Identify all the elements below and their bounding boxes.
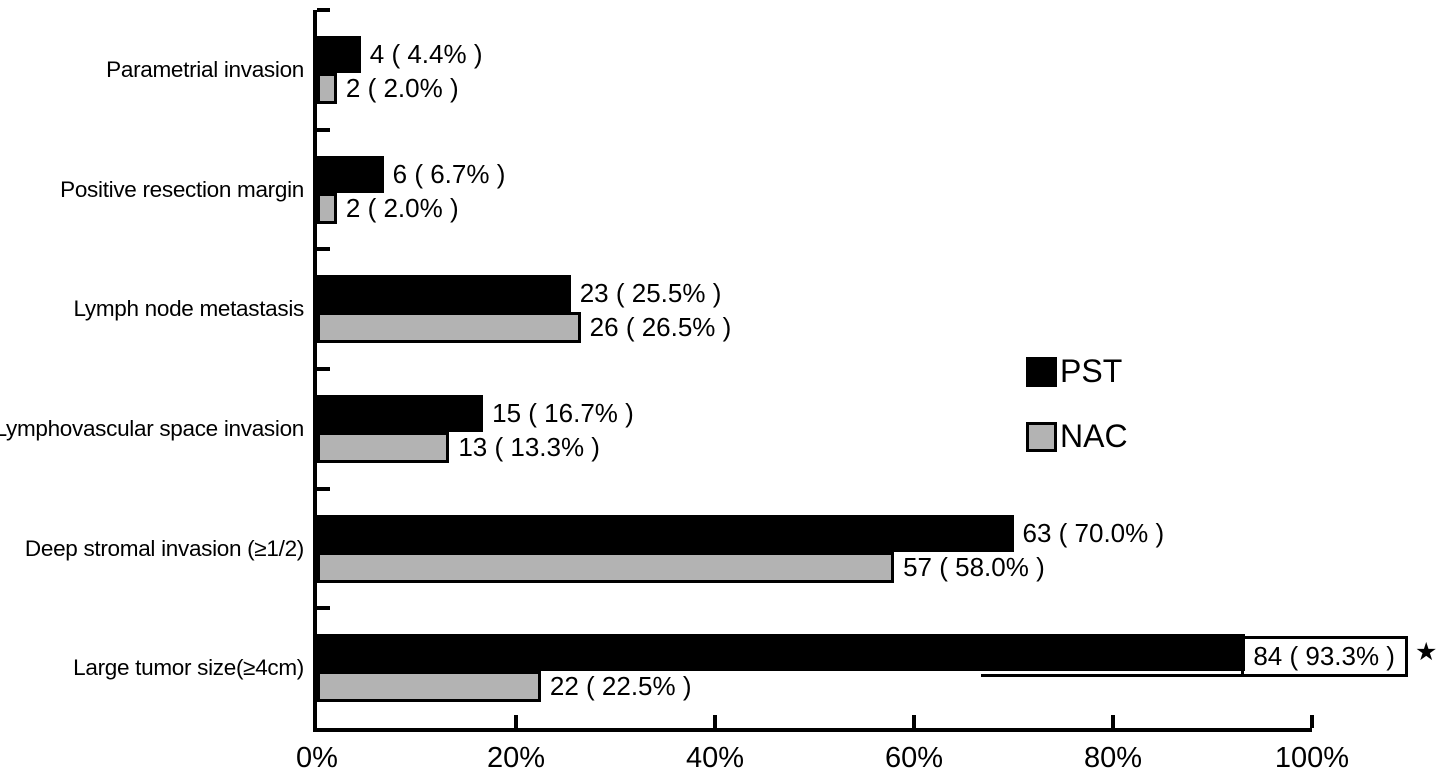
bar-row: 6 ( 6.7% )	[317, 155, 1312, 193]
nac-bar	[317, 192, 337, 224]
legend-label-pst: PST	[1060, 353, 1123, 389]
x-tick-label: 60%	[884, 742, 944, 774]
legend-swatch-nac	[1026, 421, 1057, 452]
y-tick	[317, 367, 330, 371]
category-label: Deep stromal invasion (≥1/2)	[24, 535, 304, 561]
bar-row: 13 ( 13.3% )	[317, 431, 1312, 463]
pst-bar	[317, 155, 384, 193]
x-tick-label: 80%	[1083, 742, 1143, 774]
nac-bar	[317, 72, 337, 104]
y-tick	[317, 247, 330, 252]
bar-row: 22 ( 22.5% )	[317, 671, 1312, 703]
category-label: Positive resection margin	[60, 176, 304, 202]
bar-row: 2 ( 2.0% )	[317, 72, 1312, 104]
x-tick	[1111, 715, 1115, 728]
bar-row: 4 ( 4.4% )	[317, 35, 1312, 73]
value-label: 13 ( 13.3% )	[458, 431, 600, 462]
legend-item-pst: PST	[1026, 353, 1128, 390]
bar-row: 23 ( 25.5% )	[317, 275, 1312, 313]
value-label: 2 ( 2.0% )	[345, 192, 459, 223]
significance-underline	[980, 674, 1247, 678]
nac-bar	[317, 671, 541, 703]
value-label: 63 ( 70.0% )	[1022, 517, 1165, 548]
bar-row: 84 ( 93.3% ) ★	[317, 634, 1437, 678]
pst-bar	[317, 514, 1014, 552]
value-label: 22 ( 22.5% )	[549, 671, 692, 702]
bar-row: 57 ( 58.0% )	[317, 551, 1312, 583]
value-label: 4 ( 4.4% )	[369, 38, 483, 69]
x-tick-label: 100%	[1274, 742, 1350, 774]
legend-item-nac: NAC	[1026, 418, 1128, 455]
x-tick-label: 20%	[486, 742, 546, 774]
value-label: 2 ( 2.0% )	[345, 72, 459, 103]
category-label: Parametrial invasion	[106, 56, 304, 82]
x-tick	[713, 715, 717, 728]
y-tick	[317, 127, 330, 132]
category-group: Lymph node metastasis 23 ( 25.5% ) 26 ( …	[74, 249, 1312, 369]
value-label: 15 ( 16.7% )	[492, 397, 634, 428]
significance-star-icon: ★	[1414, 638, 1438, 667]
significance-box: 84 ( 93.3% )	[1241, 636, 1408, 678]
category-group: Deep stromal invasion (≥1/2) 63 ( 70.0% …	[25, 489, 1312, 609]
category-group: Positive resection margin 6 ( 6.7% ) 2 (…	[60, 130, 1312, 250]
x-tick	[1310, 715, 1314, 728]
plot-area: 0% 20% 40% 60% 80% 100% Parametrial inva…	[0, 8, 1437, 774]
value-label: 57 ( 58.0% )	[903, 551, 1045, 582]
x-tick-label: 0%	[296, 742, 338, 774]
bar-row: 2 ( 2.0% )	[317, 192, 1312, 224]
category-group: Parametrial invasion 4 ( 4.4% ) 2 ( 2.0%…	[106, 10, 1312, 130]
nac-bar	[317, 312, 581, 344]
x-tick	[912, 715, 916, 728]
pst-bar	[317, 394, 484, 432]
legend-swatch-pst	[1026, 356, 1057, 387]
pst-bar	[317, 35, 361, 73]
nac-bar	[317, 431, 450, 463]
pst-bar	[317, 634, 1246, 672]
value-label: 23 ( 25.5% )	[579, 278, 722, 309]
nac-bar	[317, 551, 895, 583]
value-label: 84 ( 93.3% )	[1253, 641, 1395, 672]
x-tick	[514, 715, 518, 728]
x-tick-label: 40%	[685, 742, 745, 774]
category-label: Lymphovascular space invasion	[0, 415, 304, 441]
bar-row: 15 ( 16.7% )	[317, 394, 1312, 432]
legend-label-nac: NAC	[1060, 418, 1128, 454]
category-label: Large tumor size(≥4cm)	[73, 655, 304, 681]
category-group: Large tumor size(≥4cm) 84 ( 93.3% ) ★ 22…	[73, 608, 1437, 728]
y-tick	[317, 486, 330, 491]
pst-bar	[317, 275, 571, 313]
value-label: 6 ( 6.7% )	[392, 158, 506, 189]
category-group: Lymphovascular space invasion 15 ( 16.7%…	[0, 369, 1312, 489]
y-tick	[317, 606, 330, 611]
value-label: 26 ( 26.5% )	[589, 312, 732, 343]
category-label: Lymph node metastasis	[73, 296, 305, 322]
bar-row: 26 ( 26.5% )	[317, 312, 1312, 344]
legend: PST NAC	[1026, 353, 1128, 455]
y-tick	[317, 8, 330, 12]
bar-row: 63 ( 70.0% )	[317, 514, 1312, 552]
